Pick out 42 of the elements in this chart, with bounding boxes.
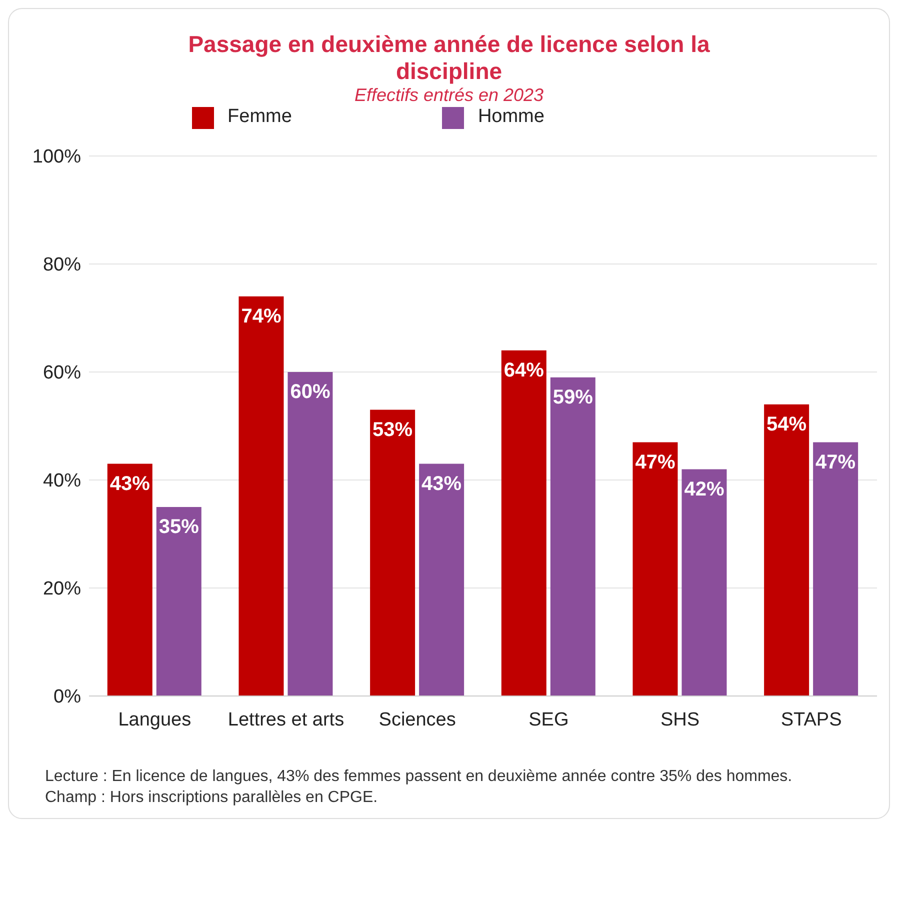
x-tick-label: SHS [660, 709, 700, 730]
data-label: 43% [422, 473, 462, 495]
data-label: 59% [552, 386, 594, 409]
y-tick-label: 60% [42, 362, 82, 384]
data-label: 42% [684, 478, 724, 500]
bar [156, 507, 202, 696]
y-tick-label: 0% [54, 686, 82, 708]
legend-label: Homme [478, 106, 544, 127]
y-tick-label: 40% [42, 470, 82, 492]
text: Champ : Hors inscriptions parallèles en CPGE. [45, 788, 379, 808]
bar [419, 464, 464, 696]
legend-label: Femme [228, 106, 292, 127]
bar [632, 442, 678, 696]
data-label: 47% [816, 451, 856, 474]
data-label: 43% [110, 473, 150, 495]
y-tick-label: 100% [32, 146, 82, 168]
data-label: 54% [766, 414, 807, 436]
data-label: 35% [158, 516, 200, 538]
x-tick-label: Lettres et arts [228, 709, 344, 730]
bar [288, 372, 333, 696]
bar [764, 404, 810, 696]
x-tick-label: SEG [528, 709, 569, 730]
x-tick-label: Sciences [378, 709, 456, 730]
y-tick-label: 80% [42, 254, 82, 276]
data-label: 64% [504, 360, 544, 382]
bar [107, 464, 152, 696]
bar [550, 377, 596, 696]
x-tick-label: Langues [118, 709, 192, 730]
bar [370, 410, 416, 696]
data-label: 60% [290, 381, 330, 404]
data-label: 47% [635, 451, 676, 474]
y-tick-label: 20% [42, 578, 82, 600]
bar [682, 469, 727, 696]
data-label: 74% [241, 306, 282, 328]
chart-title: Passage en deuxième année de licence selon la discipline [187, 31, 711, 85]
bar [501, 350, 546, 696]
bar [813, 442, 858, 696]
chart-subtitle: Effectifs entrés en 2023 [353, 85, 545, 106]
text: Lecture : En licence de langues, 43% des femmes passent en deuxième année contre 35% des hommes. [45, 767, 794, 787]
data-label: 53% [372, 419, 413, 441]
bar [238, 296, 284, 696]
x-tick-label: STAPS [780, 709, 842, 730]
